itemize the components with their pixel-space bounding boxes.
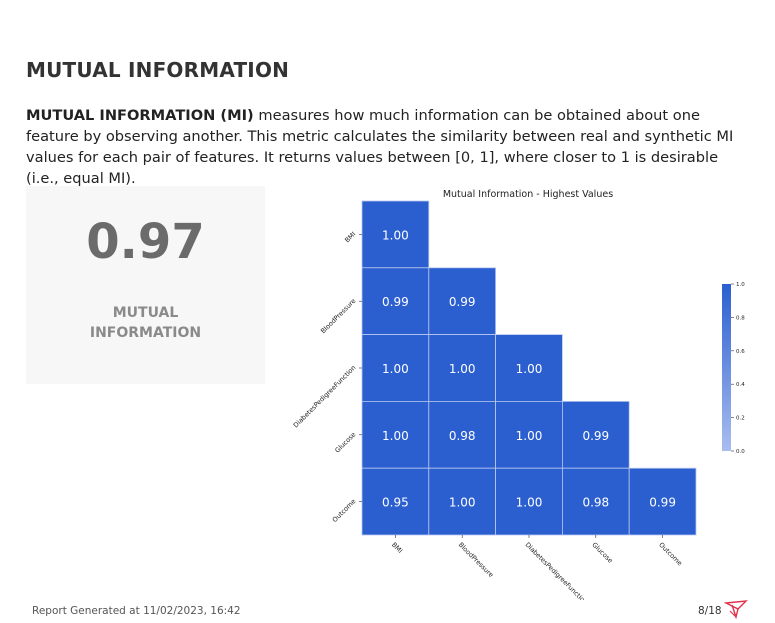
y-tick-label: Glucose: [333, 431, 357, 455]
kpi-label: MUTUAL INFORMATION: [89, 305, 202, 341]
colorbar-tick-label: 0.6: [736, 349, 745, 355]
cell-value-label: 0.99: [382, 295, 409, 309]
chart-title: Mutual Information - Highest Values: [443, 189, 613, 200]
report-generated-text: Report Generated at 11/02/2023, 16:42: [32, 605, 241, 617]
page-number: 8/18: [698, 605, 722, 617]
cell-value-label: 1.00: [382, 362, 409, 376]
cell-value-label: 1.00: [516, 429, 543, 443]
y-tick-label: DiabetesPedigreeFunction: [292, 364, 358, 430]
heatmap-cell: [628, 467, 697, 536]
cell-value-label: 0.99: [649, 496, 676, 510]
colorbar-tick-label: 0.8: [736, 315, 745, 321]
heatmap-cell: [495, 334, 563, 402]
heatmap-cell: [361, 267, 430, 336]
heatmap-svg: Mutual Information - Highest Values 1.00 0…: [292, 189, 745, 606]
kpi-card: 0.97 MUTUAL INFORMATION: [26, 186, 265, 384]
heatmap-cell: [361, 467, 430, 536]
x-tick-label: Outcome: [657, 541, 684, 568]
cell-value-label: 1.00: [516, 496, 543, 510]
heatmap-cell: [428, 267, 497, 336]
colorbar-tick-label: 0.0: [736, 449, 745, 455]
cell-value-label: 1.00: [382, 429, 409, 443]
cell-value-label: 1.00: [449, 496, 476, 510]
x-tick-label: BloodPressure: [457, 541, 495, 579]
colorbar-tick-label: 0.4: [736, 382, 745, 388]
description-text: measures how much information can be obt…: [26, 107, 734, 187]
colorbar: [722, 284, 731, 451]
cell-value-label: 0.98: [449, 429, 476, 443]
y-tick-label: BloodPressure: [319, 297, 357, 335]
colorbar-tick-label: 0.2: [736, 416, 745, 422]
cell-value-label: 0.99: [449, 295, 476, 309]
page-title: MUTUAL INFORMATION: [26, 58, 290, 82]
y-tick-label: Outcome: [331, 497, 358, 524]
description-term: MUTUAL INFORMATION (MI): [26, 107, 254, 124]
mi-heatmap-chart: Mutual Information - Highest Values 1.00 0…: [280, 180, 760, 606]
heatmap-cell: [428, 400, 497, 469]
ydata-logo-icon: [723, 599, 748, 623]
cell-value-label: 1.00: [382, 228, 409, 242]
cell-value-label: 0.95: [382, 496, 409, 510]
colorbar-tick-label: 1.0: [736, 282, 745, 288]
page-description: MUTUAL INFORMATION (MI) measures how muc…: [26, 105, 746, 189]
x-tick-label: DiabetesPedigreeFunction: [524, 541, 590, 600]
heatmap-cell: [361, 400, 430, 469]
heatmap-cell: [561, 400, 630, 469]
heatmap-cell: [495, 467, 563, 536]
cell-value-label: 0.98: [582, 496, 609, 510]
cell-value-label: 1.00: [516, 362, 543, 376]
cell-value-label: 1.00: [449, 362, 476, 376]
x-tick-label: Glucose: [590, 541, 614, 565]
heatmap-cell: [561, 467, 630, 536]
heatmap-cell: [428, 334, 497, 402]
cell-value-label: 0.99: [582, 429, 609, 443]
kpi-value: 0.97: [86, 214, 205, 270]
heatmap-cell: [361, 200, 430, 269]
heatmap-cell: [428, 467, 497, 536]
y-tick-label: BMI: [343, 230, 357, 244]
x-tick-label: BMI: [390, 541, 404, 555]
